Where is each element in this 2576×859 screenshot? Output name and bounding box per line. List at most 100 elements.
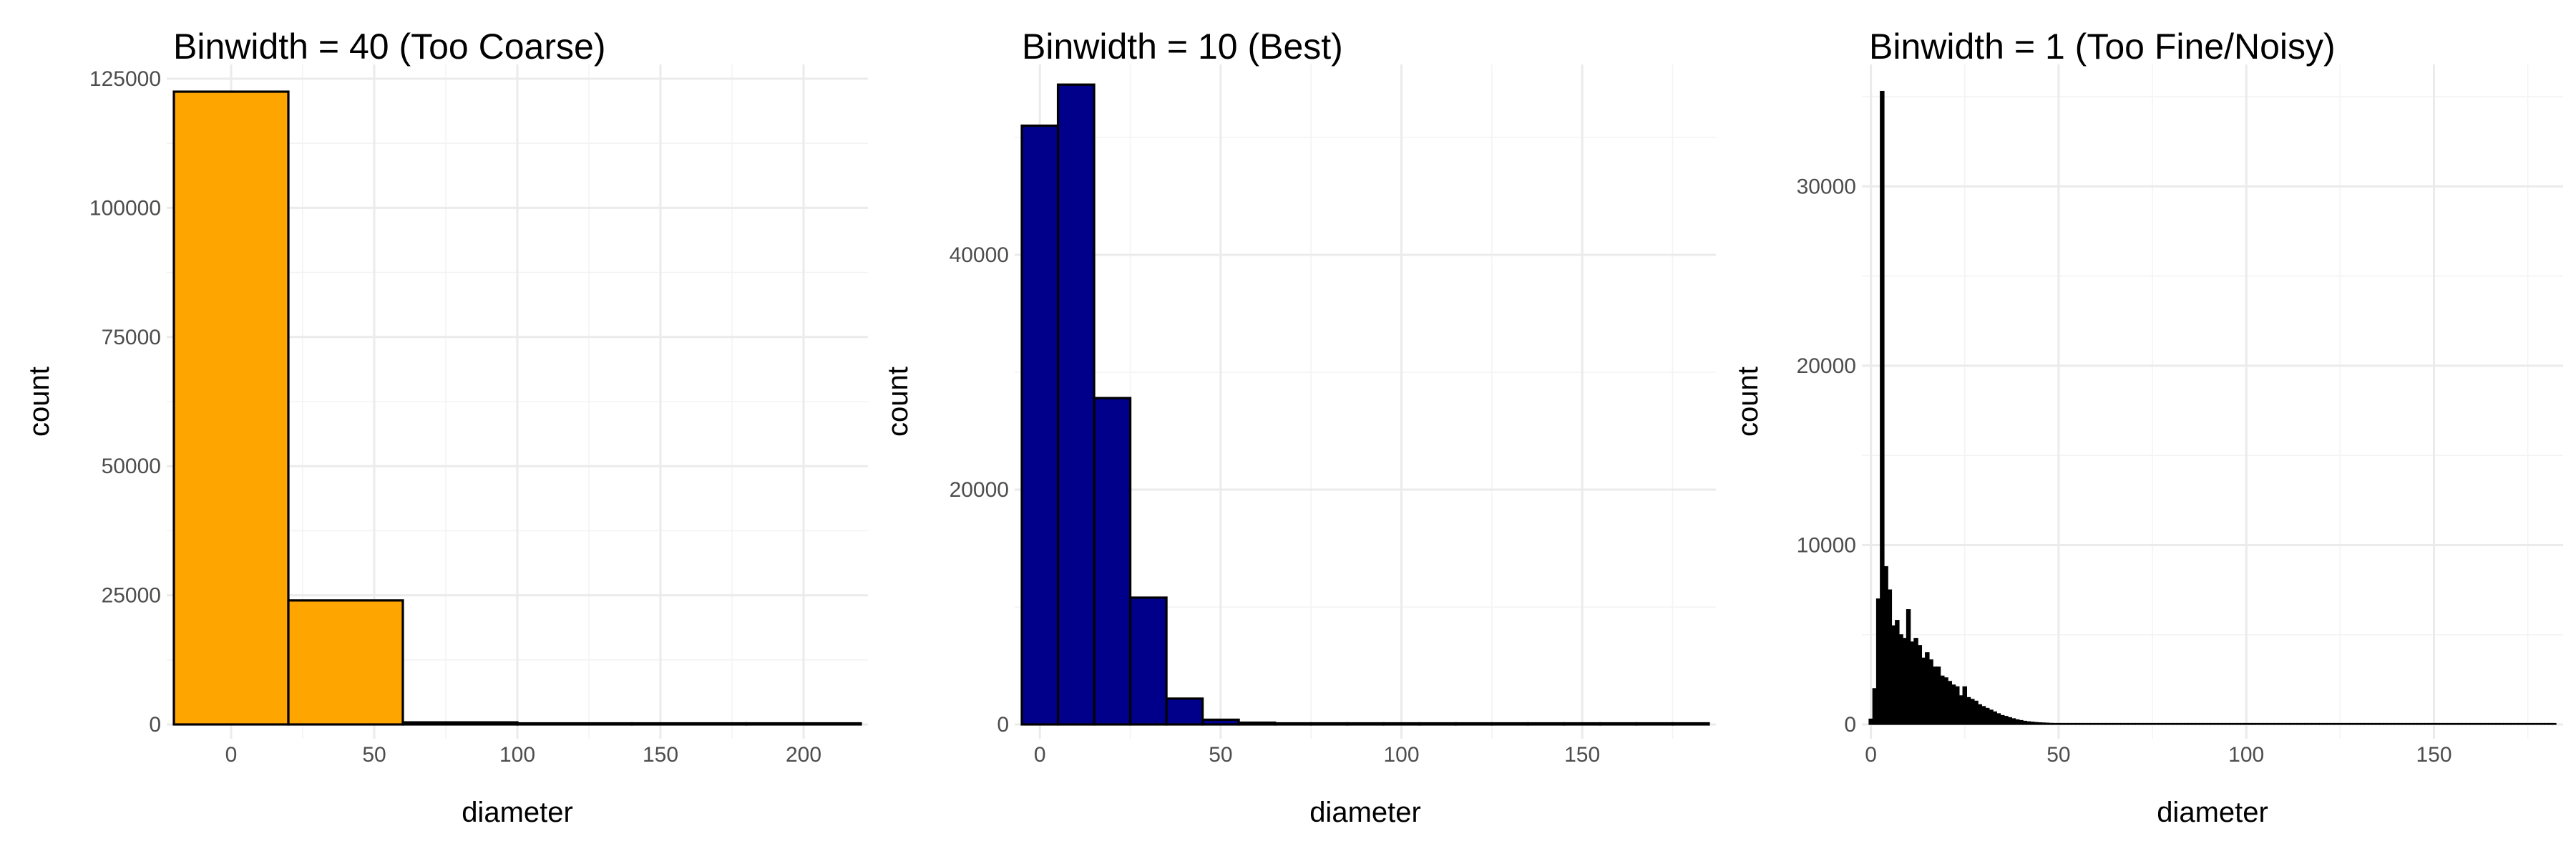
histogram-bar xyxy=(2071,722,2077,725)
histogram-bar xyxy=(2338,722,2343,725)
histogram-bar xyxy=(2431,722,2436,725)
chart-title: Binwidth = 10 (Best) xyxy=(1022,26,1343,67)
histogram-bar xyxy=(2202,722,2207,725)
histogram-bar xyxy=(2067,722,2072,725)
histogram-bar xyxy=(2150,722,2155,725)
histogram-bar xyxy=(2112,722,2117,725)
histogram-bar xyxy=(1910,641,1915,725)
histogram-bar xyxy=(1201,718,1240,726)
histogram-bar xyxy=(2360,722,2366,725)
histogram-bar xyxy=(2383,722,2388,725)
histogram-bar xyxy=(1932,666,1938,725)
panel-binwidth-10: Binwidth = 10 (Best) 0 20000 40000 0 50 100 1… xyxy=(882,26,1716,828)
histogram-bar xyxy=(2157,722,2162,725)
x-tick-label: 200 xyxy=(786,743,821,767)
histogram-bar xyxy=(1940,675,1945,725)
x-axis-title: diameter xyxy=(2157,797,2268,828)
histogram-bar xyxy=(2394,722,2399,725)
histogram-bar xyxy=(2465,722,2470,725)
histogram-bar xyxy=(2435,722,2440,725)
x-tick-label: 100 xyxy=(499,743,535,767)
histogram-bar xyxy=(2487,722,2493,725)
histogram-bar xyxy=(2544,722,2550,725)
histogram-bar xyxy=(2074,722,2080,725)
histogram-bar xyxy=(1890,625,1896,725)
histogram-bar xyxy=(2064,722,2069,725)
histogram-bar xyxy=(2229,722,2234,725)
x-tick-label: 0 xyxy=(225,743,238,767)
histogram-bar xyxy=(630,722,748,726)
panel-binwidth-40: Binwidth = 40 (Too Coarse) 0 25000 50000 75… xyxy=(24,26,868,828)
histogram-bar xyxy=(1093,397,1132,726)
histogram-bar xyxy=(2303,722,2309,725)
histogram-bar xyxy=(1906,609,1911,725)
histogram-bar xyxy=(1635,722,1674,726)
histogram-bar xyxy=(2079,722,2084,725)
histogram-bar xyxy=(1977,704,1982,725)
histogram-bar xyxy=(2022,720,2027,725)
y-tick-label: 125000 xyxy=(89,67,161,91)
histogram-bar xyxy=(2510,722,2515,725)
histogram-bar xyxy=(2146,722,2152,725)
y-tick-label: 75000 xyxy=(102,326,161,349)
histogram-bar xyxy=(2007,717,2012,725)
histogram-bar xyxy=(2049,722,2054,725)
histogram-bar xyxy=(1382,722,1421,726)
histogram-bar xyxy=(2529,722,2534,725)
histogram-bar xyxy=(401,721,519,726)
histogram-bar xyxy=(2424,722,2429,725)
histogram-bar xyxy=(1599,722,1638,726)
histogram-bar xyxy=(1883,566,1888,725)
x-tick-label: 0 xyxy=(1865,743,1877,767)
histogram-bar xyxy=(2398,722,2403,725)
histogram-bar xyxy=(1165,697,1204,726)
x-axis-title: diameter xyxy=(1309,797,1421,828)
histogram-bar xyxy=(1237,721,1277,726)
histogram-bar xyxy=(2059,722,2065,725)
histogram-bar xyxy=(2037,722,2042,725)
histogram-bar xyxy=(2462,722,2467,725)
histogram-bar xyxy=(1491,722,1529,726)
histogram-bar xyxy=(2089,722,2095,725)
histogram-bar xyxy=(2540,722,2545,725)
x-tick-label: 100 xyxy=(2228,743,2264,767)
histogram-bar xyxy=(2341,722,2346,725)
histogram-bar xyxy=(2240,722,2245,725)
histogram-bar xyxy=(2390,722,2396,725)
histogram-bar xyxy=(2251,722,2256,725)
histogram-bar xyxy=(2323,722,2328,725)
histogram-bar xyxy=(1309,722,1349,726)
histogram-bar xyxy=(2446,722,2451,725)
histogram-bar xyxy=(1913,638,1918,725)
y-tick-labels: 0 10000 20000 30000 xyxy=(1797,175,1856,737)
histogram-bar xyxy=(2285,722,2290,725)
histogram-bar xyxy=(2273,722,2279,725)
histogram-bar xyxy=(2443,722,2448,725)
histogram-bar xyxy=(2278,722,2283,725)
histogram-bar xyxy=(2363,722,2369,725)
histogram-bar xyxy=(2165,722,2170,725)
x-tick-label: 50 xyxy=(2046,743,2070,767)
histogram-bar xyxy=(2029,722,2035,725)
histogram-bar xyxy=(2131,722,2137,725)
x-tick-label: 0 xyxy=(1034,743,1046,767)
panel-binwidth-1: Binwidth = 1 (Too Fine/Noisy) 0 10000 2000… xyxy=(1732,26,2563,828)
histogram-bar xyxy=(1274,722,1312,726)
histogram-bar xyxy=(2348,722,2354,725)
histogram-bar xyxy=(1921,657,1926,725)
histogram-bar xyxy=(2469,722,2474,725)
histogram-bar xyxy=(2225,722,2230,725)
histogram-bar xyxy=(2288,722,2294,725)
histogram-bar xyxy=(2552,722,2557,725)
histogram-bar xyxy=(2296,722,2301,725)
histogram-bar xyxy=(2502,722,2508,725)
y-tick-label: 0 xyxy=(1844,713,1856,737)
histogram-bar xyxy=(2499,722,2504,725)
histogram-bar xyxy=(2300,722,2306,725)
x-tick-label: 100 xyxy=(1383,743,1419,767)
histogram-bar xyxy=(2495,722,2500,725)
x-axis-title: diameter xyxy=(462,797,573,828)
histogram-bar xyxy=(745,722,862,726)
histogram-bar xyxy=(2044,722,2050,725)
